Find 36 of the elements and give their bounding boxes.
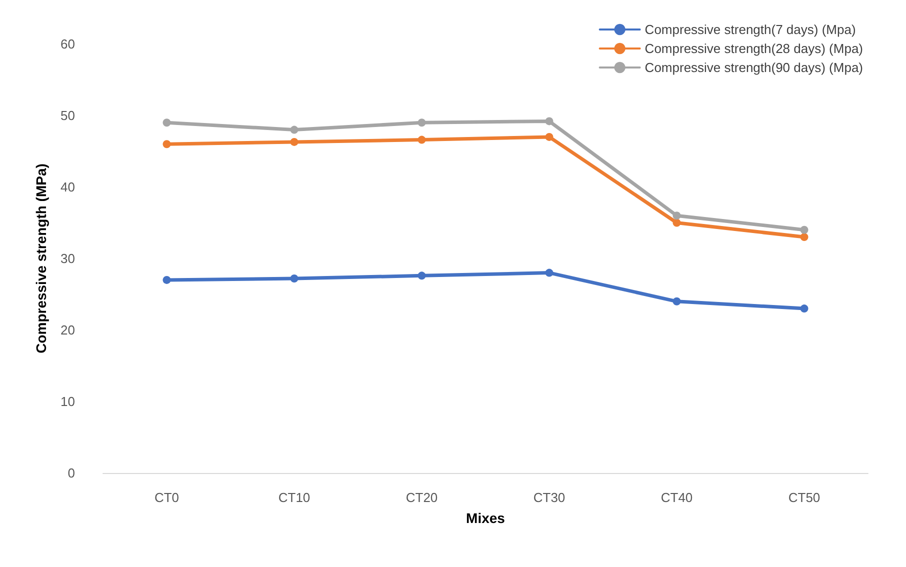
point [672,297,681,306]
point [418,118,426,127]
point [162,276,171,284]
point [418,272,426,280]
y-axis-title: Compressive strength (MPa) [33,164,49,354]
point [290,138,298,146]
point [545,117,554,126]
point [672,212,681,220]
point [162,118,171,127]
x-axis-title: Mixes [466,510,506,526]
point [418,136,426,144]
point [545,268,554,277]
legend-label: Compressive strength(28 days) (Mpa) [644,41,864,56]
x-tick-label: CT20 [406,490,438,505]
y-tick-label: 20 [60,322,75,338]
y-tick-label: 50 [60,108,75,123]
legend-label: Compressive strength(7 days) (Mpa) [644,22,856,37]
point [545,132,554,141]
x-tick-label: CT10 [278,490,310,505]
y-tick-label: 30 [60,251,75,266]
point [800,233,808,242]
x-tick-label: CT30 [533,490,566,505]
point [800,226,808,234]
point [800,304,808,313]
point [672,218,681,227]
x-tick-label: CT40 [660,490,693,505]
y-tick-label: 10 [60,394,75,409]
y-tick-label: 60 [60,36,75,52]
point [162,140,171,148]
point [290,274,298,283]
legend-label: Compressive strength(90 days) (Mpa) [644,60,864,75]
y-tick-label: 0 [68,466,75,480]
point [290,126,298,134]
x-tick-label: CT0 [154,490,180,505]
x-tick-label: CT50 [788,490,820,505]
y-tick-label: 40 [60,180,75,194]
